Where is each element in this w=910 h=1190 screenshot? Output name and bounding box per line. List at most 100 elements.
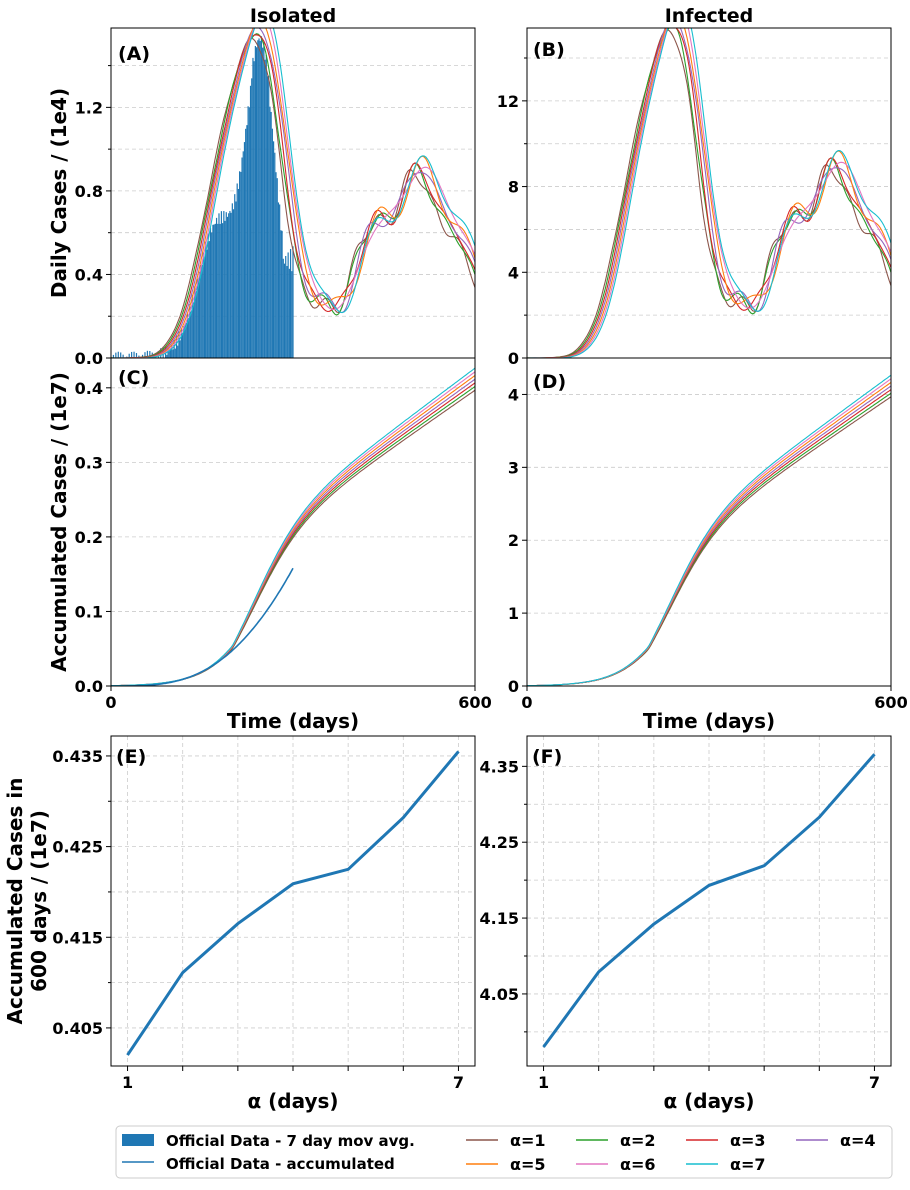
bar-day-46 [138,355,140,358]
bar-day-296 [289,248,292,358]
legend-label-alpha-2: α=2 [620,1131,656,1150]
bar-day-110 [177,345,179,358]
bar-day-142 [196,278,198,358]
y-tick-label: 8 [508,178,519,197]
bar-day-154 [203,257,206,358]
y-tick-label: 0 [508,677,519,696]
series-alpha-2 [527,28,891,358]
bar-day-164 [209,227,212,358]
bar-day-284 [282,258,284,358]
series-alpha-3 [527,28,891,358]
bar-day-174 [215,217,218,358]
bar-day-256 [265,55,267,358]
panel-c-isolated-accumulated: 0.0 0.1 0.2 0.3 0.4 0 600 (C) Time (days) Accumul… [47,357,492,733]
x-tick-label: 600 [874,693,907,712]
series-alpha-1 [111,37,475,358]
y-tick-label: 0.1 [75,602,103,621]
series-alpha-5 [527,28,891,358]
y-tick-label: 1.2 [75,98,103,117]
y-tick-label: 3 [508,458,519,477]
bar-day-190 [225,212,227,358]
bar-day-108 [175,335,178,358]
y-axis-label-line: Daily Cases / (1e4) [47,88,71,298]
bar-day-160 [207,233,209,358]
panel-f-infected-total-vs-alpha: 4.05 4.15 4.25 4.35 1 7 (F) α (days) [480,735,892,1113]
bar-day-236 [253,61,255,358]
x-tick-label: 7 [453,1073,464,1092]
bar-day-264 [270,111,272,358]
y-axis-label-line: Accumulated Cases / (1e7) [47,372,71,672]
bar-day-230 [249,85,252,358]
y-tick-label: 0.4 [75,265,103,284]
bar-day-260 [268,75,270,358]
legend-label-alpha-6: α=6 [620,1155,656,1174]
legend-bar-label: Official Data - 7 day mov avg. [166,1132,415,1150]
y-tick-label: 2 [508,531,519,550]
series-alpha-1 [111,389,475,686]
panel-label: (D) [533,371,566,393]
panel-label: (E) [116,746,146,768]
y-tick-label: 0.405 [52,1019,103,1038]
y-tick-label: 12 [497,92,519,111]
y-tick-label: 0.8 [75,182,103,201]
legend-label-alpha-3: α=3 [730,1131,766,1150]
bar-day-218 [242,151,244,358]
legend-label-alpha-5: α=5 [510,1155,546,1174]
plot-area [126,750,460,1056]
bar-day-114 [179,340,181,358]
bar-day-226 [247,106,249,358]
bar-day-94 [167,347,169,358]
bar-day-202 [232,209,235,358]
y-tick-label: 4.15 [480,909,519,928]
official-bars [111,36,294,358]
bar-day-26 [126,356,128,358]
panel-e-isolated-total-vs-alpha: 0.405 0.415 0.425 0.435 1 7 (E) α (days) Accumul… [3,735,476,1113]
y-axis-label-line: 600 days / (1e7) [27,810,51,992]
bar-day-188 [224,220,226,358]
legend: Official Data - 7 day mov avg. Official … [115,1125,893,1179]
bar-day-266 [271,128,273,358]
bar-day-288 [285,255,287,358]
bar-day-228 [248,107,250,358]
col-title-isolated: Isolated [250,5,336,27]
bar-day-112 [178,331,180,358]
y-tick-label: 4 [508,385,519,404]
x-axis-label: Time (days) [643,709,775,733]
bar-day-100 [171,344,173,358]
bar-day-192 [226,216,229,358]
col-title-infected: Infected [665,5,754,27]
bar-day-280 [280,230,282,358]
bar-day-128 [188,318,190,358]
bar-day-30 [128,353,130,358]
bar-day-250 [262,47,264,358]
bar-day-34 [131,351,133,358]
y-tick-label: 0.2 [75,528,103,547]
bar-day-178 [218,213,220,358]
bar-day-12 [117,351,119,358]
y-tick-label: 0.415 [52,928,103,947]
series-alpha-3 [111,34,475,358]
y-tick-label: 0.435 [52,747,103,766]
bar-day-206 [235,201,237,358]
bar-day-240 [256,47,258,358]
bar-day-126 [186,313,189,358]
plot-area [111,28,475,358]
bar-day-120 [183,325,185,358]
grid [527,736,891,1066]
bar-day-168 [212,224,214,358]
y-tick-label: 4.25 [480,833,519,852]
bar-day-104 [173,339,175,358]
bar-day-258 [266,76,269,358]
official-accumulated-line [111,567,294,686]
panel-label: (F) [532,746,562,768]
bar-day-176 [217,223,219,358]
axes-frame [526,27,892,359]
legend-label-alpha-4: α=4 [840,1131,876,1150]
bar-day-246 [259,40,261,358]
bar-day-42 [135,353,138,358]
series-alpha-6 [111,28,475,358]
bar-day-4 [112,354,115,358]
bar-day-208 [236,183,238,358]
bar-day-96 [168,350,170,358]
bar-day-272 [275,172,277,358]
